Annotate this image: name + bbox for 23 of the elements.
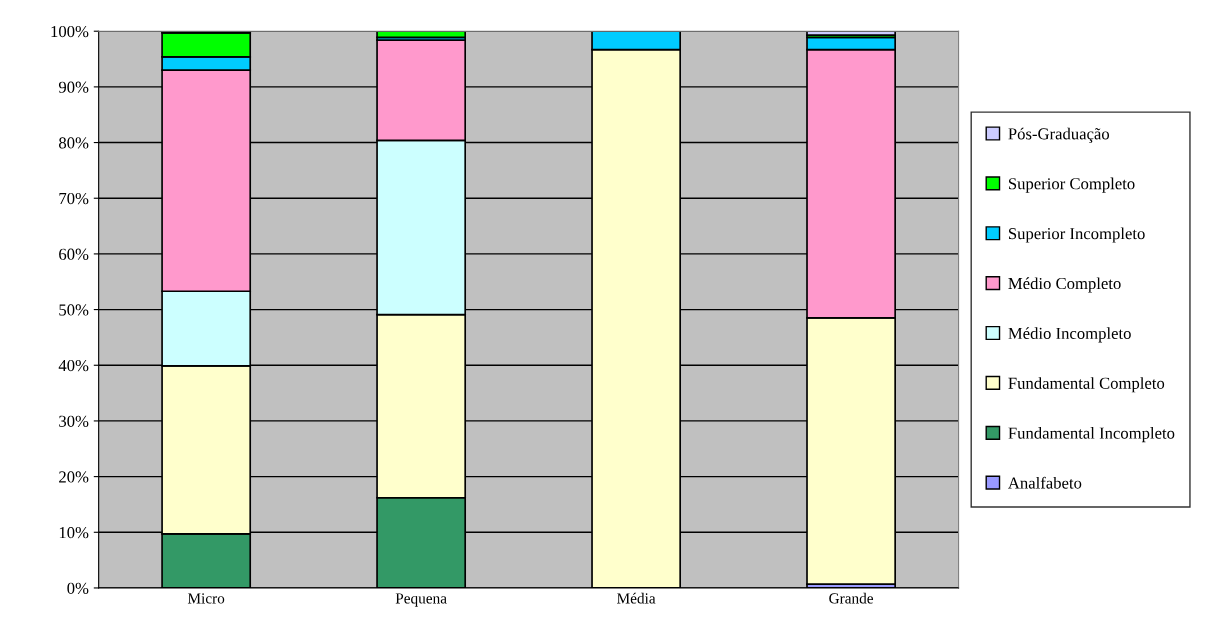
y-tick-label: 40% — [58, 359, 89, 372]
y-tick-label: 70% — [59, 192, 89, 205]
y-tick-label: 20% — [59, 471, 89, 483]
y-tick-label: 30% — [59, 415, 89, 427]
y-tick-label: 10% — [59, 526, 89, 539]
legend-label: Fundamental Completo — [1008, 377, 1165, 393]
y-tick-label: 90% — [58, 81, 89, 93]
y-tick-label: 0% — [67, 582, 89, 594]
legend-label: Fundamental Incompleto — [1008, 427, 1175, 443]
y-tick-label: 60% — [59, 248, 89, 260]
legend-label: Pós-Graduação — [1008, 127, 1110, 143]
legend-label: Médio Completo — [1008, 277, 1121, 293]
legend-label: Médio Incompleto — [1008, 327, 1131, 343]
x-tick-label: Pequena — [395, 593, 447, 607]
x-tick-label: Média — [617, 592, 656, 604]
y-tick-label: 100% — [51, 25, 89, 38]
legend-label: Superior Incompleto — [1008, 227, 1145, 243]
legend-label: Superior Completo — [1008, 177, 1135, 193]
x-tick-label: Micro — [187, 593, 225, 604]
legend-label: Analfabeto — [1008, 476, 1082, 489]
y-tick-label: 80% — [59, 137, 89, 149]
x-tick-label: Grande — [829, 592, 874, 604]
y-tick-label: 50% — [59, 304, 89, 316]
